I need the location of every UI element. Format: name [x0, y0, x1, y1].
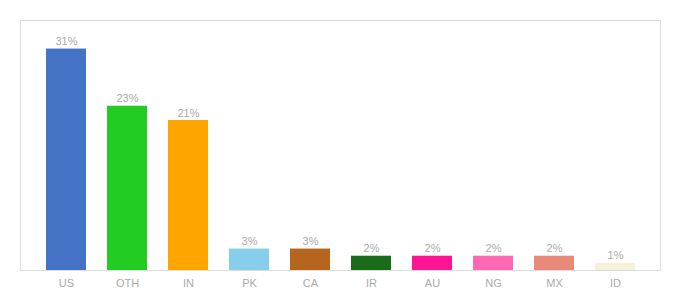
svg-text:PK: PK — [242, 277, 257, 289]
svg-text:2%: 2% — [425, 242, 441, 254]
svg-text:NG: NG — [485, 277, 502, 289]
svg-text:IR: IR — [366, 277, 377, 289]
svg-text:US: US — [59, 277, 74, 289]
svg-text:MX: MX — [546, 277, 563, 289]
svg-text:2%: 2% — [364, 242, 380, 254]
svg-text:2%: 2% — [547, 242, 563, 254]
svg-text:1%: 1% — [608, 249, 624, 261]
svg-text:21%: 21% — [177, 107, 199, 119]
svg-text:23%: 23% — [116, 92, 138, 104]
svg-text:AU: AU — [425, 277, 440, 289]
svg-text:31%: 31% — [55, 35, 77, 47]
svg-text:3%: 3% — [303, 235, 319, 247]
svg-text:CA: CA — [303, 277, 319, 289]
svg-text:IN: IN — [183, 277, 194, 289]
svg-text:OTH: OTH — [116, 277, 139, 289]
svg-text:2%: 2% — [486, 242, 502, 254]
svg-text:3%: 3% — [242, 235, 258, 247]
svg-text:ID: ID — [610, 277, 621, 289]
